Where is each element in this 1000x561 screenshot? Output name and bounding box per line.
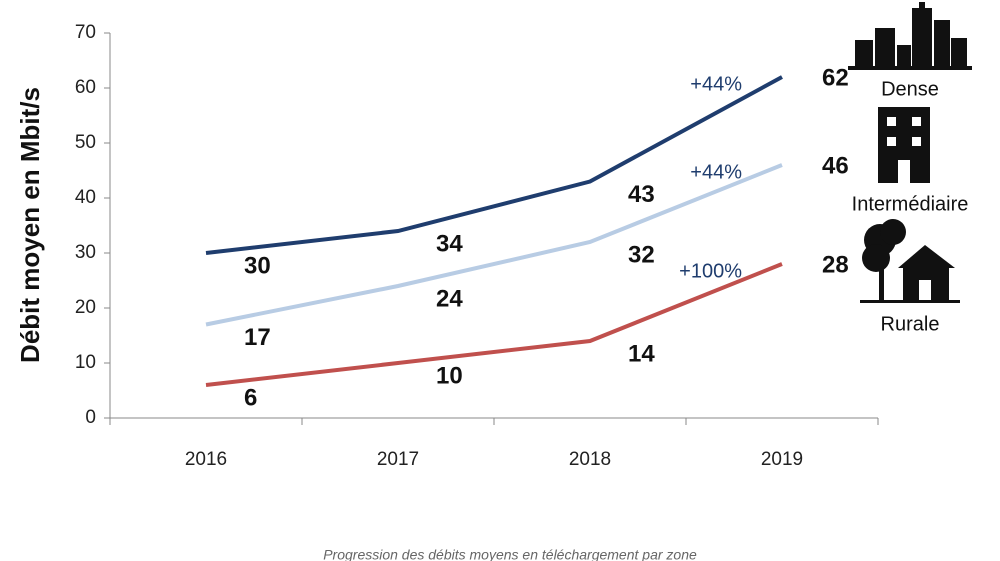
y-tick-label: 20 — [75, 297, 96, 318]
data-label: 43 — [628, 181, 655, 208]
data-label: 46 — [822, 152, 849, 179]
y-tick-label: 0 — [85, 407, 96, 428]
line — [205, 262, 783, 387]
x-tick-label: 2017 — [377, 449, 419, 470]
data-label: 32 — [628, 241, 655, 268]
data-label: 62 — [822, 64, 849, 91]
rurale-icon — [860, 219, 960, 303]
annotation: +100% — [679, 260, 742, 282]
caption: Progression des débits moyens en télécha… — [323, 547, 697, 561]
annotation: +44% — [690, 73, 742, 95]
data-label: 28 — [822, 251, 849, 278]
data-label: 17 — [244, 324, 271, 351]
line — [205, 75, 783, 255]
x-tick-label: 2018 — [569, 449, 611, 470]
data-label: 24 — [436, 285, 463, 312]
data-label: 10 — [436, 362, 463, 389]
zone-label: Dense — [881, 78, 939, 100]
data-label: 6 — [244, 384, 257, 411]
data-label: 34 — [436, 230, 463, 257]
annotation: +44% — [690, 161, 742, 183]
zone-label: Intermédiaire — [852, 193, 969, 215]
zone-label: Rurale — [881, 313, 940, 335]
y-tick-label: 40 — [75, 187, 96, 208]
intermediaire-icon — [878, 107, 930, 183]
y-tick-label: 60 — [75, 77, 96, 98]
y-tick-label: 70 — [75, 22, 96, 43]
y-tick-label: 50 — [75, 132, 96, 153]
data-label: 14 — [628, 340, 655, 367]
y-tick-label: 10 — [75, 352, 96, 373]
data-label: 30 — [244, 252, 271, 279]
y-axis-label: Débit moyen en Mbit/s — [15, 87, 45, 363]
y-tick-label: 30 — [75, 242, 96, 263]
x-tick-label: 2016 — [185, 449, 227, 470]
x-tick-label: 2019 — [761, 449, 803, 470]
line — [205, 163, 783, 327]
dense-icon — [848, 2, 972, 70]
